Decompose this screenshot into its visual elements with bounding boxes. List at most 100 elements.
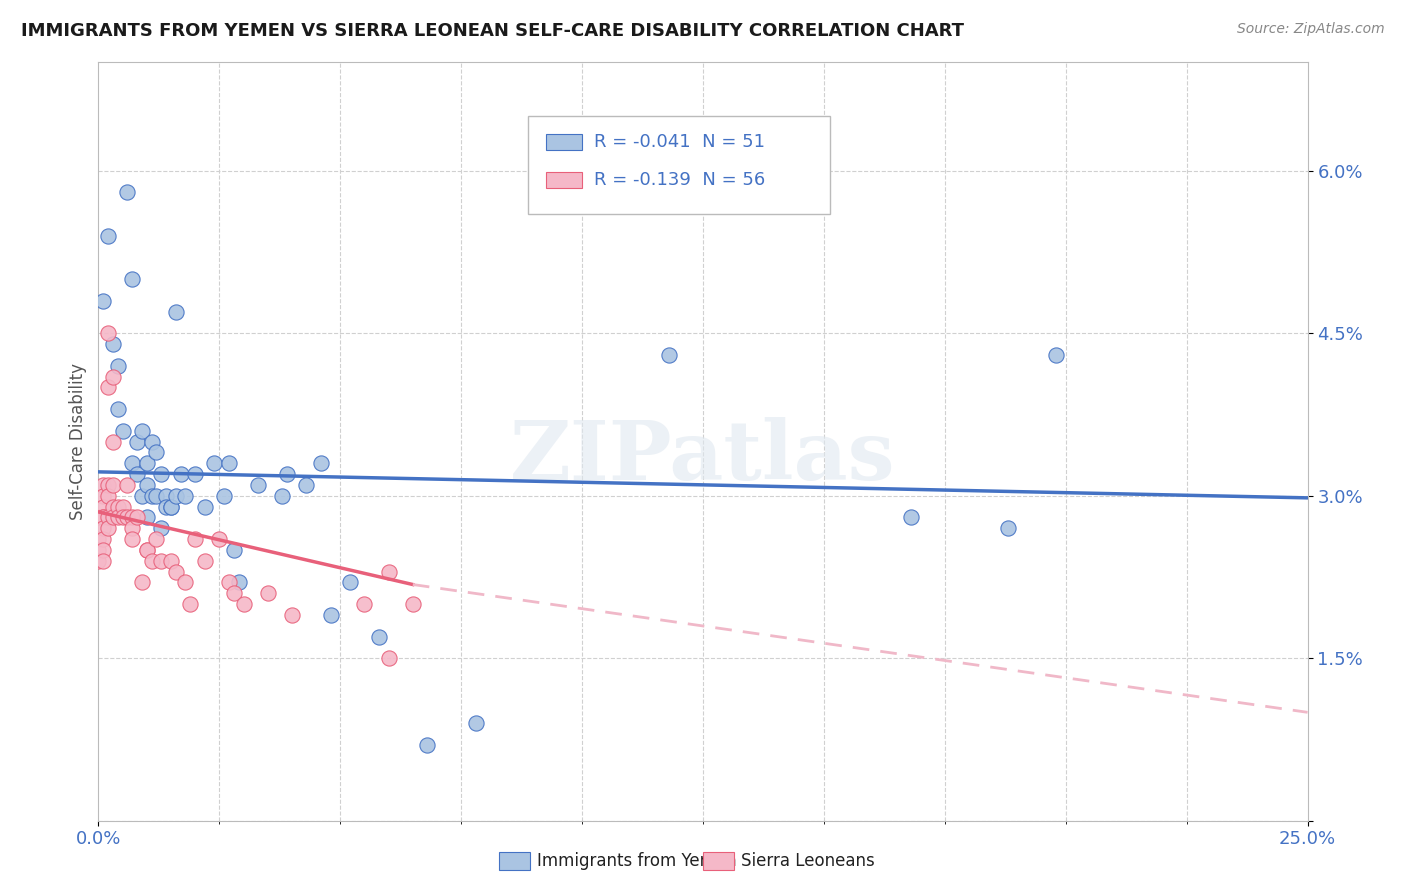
- Point: [218, 456, 240, 470]
- Point: [281, 607, 304, 622]
- Text: ZIPatlas: ZIPatlas: [510, 417, 896, 497]
- Point: [194, 500, 217, 514]
- Point: [174, 489, 197, 503]
- Point: [160, 500, 183, 514]
- Point: [101, 337, 124, 351]
- Point: [416, 738, 439, 752]
- Point: [131, 489, 153, 503]
- Point: [174, 575, 197, 590]
- Point: [271, 489, 294, 503]
- Point: [319, 607, 342, 622]
- Point: [658, 348, 681, 362]
- Point: [97, 510, 120, 524]
- Point: [150, 467, 173, 481]
- Bar: [546, 134, 582, 151]
- Point: [997, 521, 1019, 535]
- Point: [160, 554, 183, 568]
- Text: IMMIGRANTS FROM YEMEN VS SIERRA LEONEAN SELF-CARE DISABILITY CORRELATION CHART: IMMIGRANTS FROM YEMEN VS SIERRA LEONEAN …: [21, 22, 965, 40]
- Point: [111, 424, 134, 438]
- Point: [135, 478, 157, 492]
- Point: [145, 489, 167, 503]
- Point: [141, 434, 163, 449]
- Point: [184, 532, 207, 546]
- Point: [101, 510, 124, 524]
- Point: [402, 597, 425, 611]
- Point: [91, 500, 114, 514]
- Point: [91, 293, 114, 308]
- Text: Immigrants from Yemen: Immigrants from Yemen: [537, 852, 737, 870]
- Point: [101, 369, 124, 384]
- Point: [135, 542, 157, 557]
- Point: [127, 434, 149, 449]
- Point: [91, 521, 114, 535]
- Point: [121, 521, 143, 535]
- Point: [222, 542, 245, 557]
- Bar: [546, 171, 582, 188]
- Point: [145, 445, 167, 459]
- Point: [145, 532, 167, 546]
- Point: [276, 467, 298, 481]
- Point: [135, 542, 157, 557]
- Point: [117, 186, 139, 200]
- Point: [97, 380, 120, 394]
- Point: [212, 489, 235, 503]
- Point: [377, 565, 399, 579]
- Point: [101, 500, 124, 514]
- Point: [309, 456, 332, 470]
- Point: [111, 500, 134, 514]
- Point: [131, 575, 153, 590]
- Point: [111, 510, 134, 524]
- Point: [101, 478, 124, 492]
- Point: [91, 542, 114, 557]
- Point: [131, 424, 153, 438]
- Point: [900, 510, 922, 524]
- Point: [97, 489, 120, 503]
- Point: [87, 554, 110, 568]
- Point: [218, 575, 240, 590]
- Point: [169, 467, 191, 481]
- Point: [228, 575, 250, 590]
- Point: [127, 510, 149, 524]
- Point: [204, 456, 226, 470]
- Point: [91, 532, 114, 546]
- Point: [97, 478, 120, 492]
- Point: [165, 489, 187, 503]
- Point: [135, 456, 157, 470]
- Point: [368, 630, 391, 644]
- Point: [117, 510, 139, 524]
- Point: [91, 478, 114, 492]
- Point: [194, 554, 217, 568]
- Point: [97, 228, 120, 243]
- Point: [141, 554, 163, 568]
- Point: [91, 510, 114, 524]
- Point: [377, 651, 399, 665]
- Point: [339, 575, 361, 590]
- Point: [184, 467, 207, 481]
- Text: R = -0.139  N = 56: R = -0.139 N = 56: [595, 171, 765, 189]
- Point: [1045, 348, 1067, 362]
- Point: [165, 565, 187, 579]
- Point: [150, 554, 173, 568]
- Point: [127, 467, 149, 481]
- Point: [353, 597, 375, 611]
- Point: [247, 478, 270, 492]
- Point: [101, 434, 124, 449]
- Point: [179, 597, 201, 611]
- Point: [121, 456, 143, 470]
- Point: [87, 510, 110, 524]
- Point: [107, 510, 129, 524]
- Point: [107, 500, 129, 514]
- Point: [256, 586, 278, 600]
- Point: [121, 510, 143, 524]
- Point: [117, 478, 139, 492]
- FancyBboxPatch shape: [527, 115, 830, 214]
- Point: [91, 510, 114, 524]
- Point: [464, 716, 486, 731]
- Point: [160, 500, 183, 514]
- Point: [91, 489, 114, 503]
- Text: Sierra Leoneans: Sierra Leoneans: [741, 852, 875, 870]
- Point: [208, 532, 231, 546]
- Point: [165, 304, 187, 318]
- Point: [155, 500, 177, 514]
- Point: [135, 510, 157, 524]
